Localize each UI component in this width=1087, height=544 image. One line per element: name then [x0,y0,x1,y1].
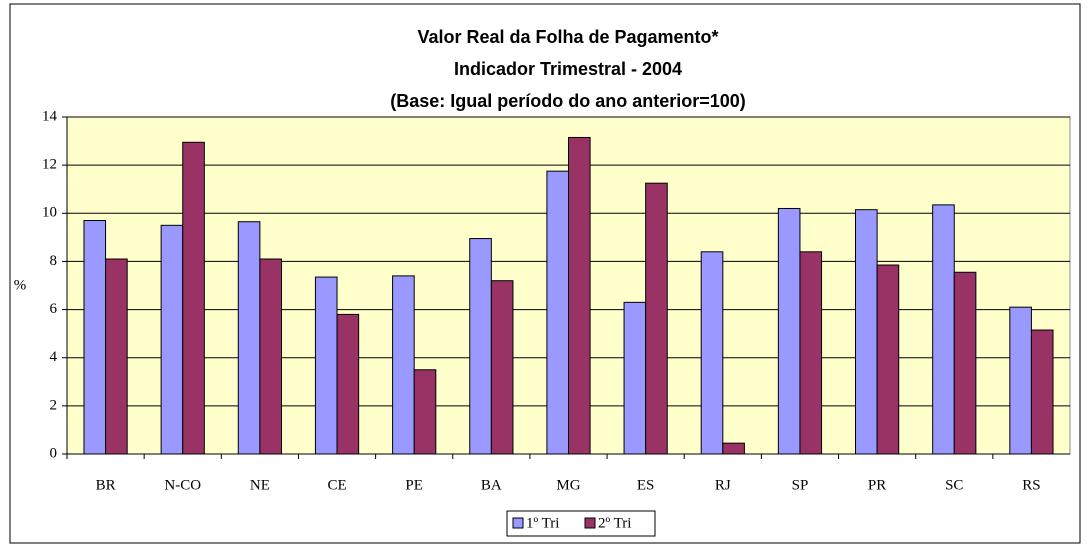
bar [105,258,128,455]
x-tick-label: N-CO [164,477,201,493]
x-tick-label: CE [327,477,346,493]
y-tick-label: 12 [42,157,57,173]
bar [314,276,338,455]
x-tick-label: SC [945,477,963,493]
y-tick-label: 2 [50,397,58,413]
x-tick-label: MG [556,477,580,493]
legend-label: 1º Tri [526,515,559,531]
bar [336,313,360,455]
bar [1030,329,1054,455]
bar [413,369,437,455]
y-axis-label: % [14,277,27,293]
x-tick-label: ES [637,477,655,493]
bar [568,136,591,455]
bar [546,170,569,455]
y-tick-label: 14 [42,108,58,124]
y-tick-label: 8 [50,253,58,269]
bar [645,182,668,455]
chart-subtitle: Indicador Trimestral - 2004 [454,59,682,79]
y-tick-label: 0 [50,445,58,461]
legend-swatch [512,517,524,529]
bar [722,442,745,455]
x-tick-label: PR [868,477,886,493]
x-tick-label: PE [405,477,423,493]
chart-title: Valor Real da Folha de Pagamento* [417,27,718,47]
x-tick-label: NE [250,477,270,493]
bar [490,280,514,455]
y-tick-label: 6 [50,301,58,317]
y-tick-label: 10 [42,205,57,221]
bar [799,251,823,455]
bar [469,238,492,455]
bar [83,220,107,455]
x-tick-label: SP [792,477,809,493]
x-tick-label: RS [1022,477,1040,493]
legend-box [506,510,656,537]
bar [623,301,647,455]
bar [1009,306,1032,455]
x-tick-label: BR [96,477,116,493]
x-tick-label: BA [481,477,502,493]
bar [953,271,977,455]
bar [237,221,261,455]
legend-swatch [584,517,596,529]
bar [182,141,205,455]
bar [259,258,282,455]
bar [700,251,724,455]
bar [855,209,878,455]
bar [932,204,955,455]
x-tick-label: RJ [715,477,731,493]
bar [160,224,184,455]
bar [392,275,415,455]
chart-subtitle: (Base: Igual período do ano anterior=100… [390,91,746,111]
bar [777,207,801,455]
bar [876,264,900,455]
y-tick-label: 4 [50,349,58,365]
legend-label: 2º Tri [598,515,631,531]
